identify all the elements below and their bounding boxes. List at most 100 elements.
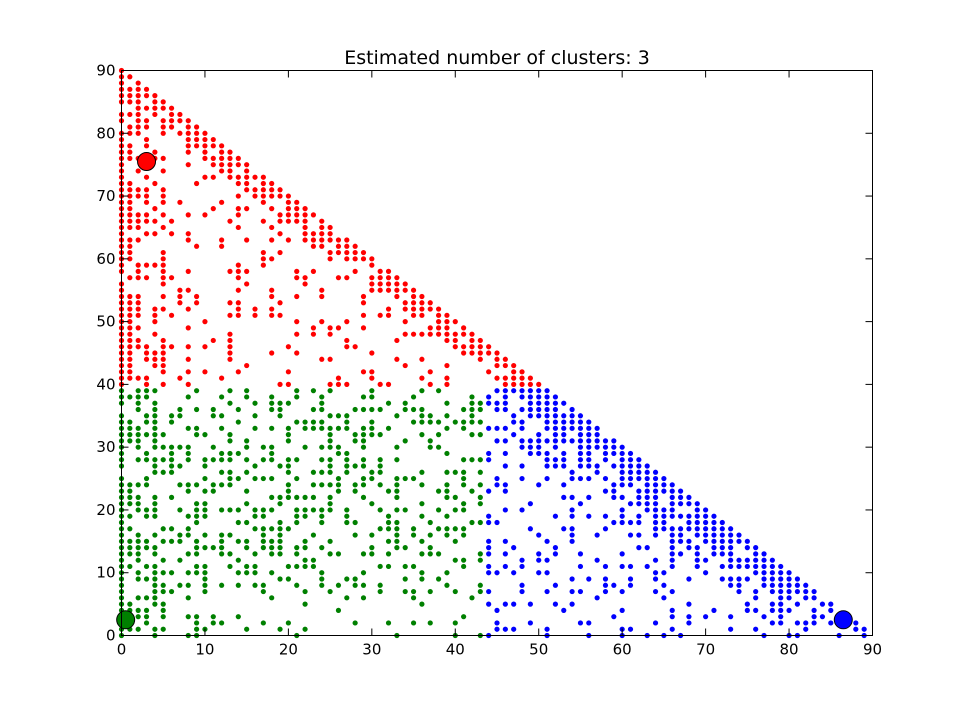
data-point (569, 538, 575, 544)
data-point (410, 620, 417, 626)
data-point (335, 607, 342, 613)
data-point (344, 595, 350, 601)
data-point (594, 557, 600, 563)
data-point (369, 275, 375, 281)
data-point (310, 557, 317, 563)
data-point (360, 444, 367, 450)
data-point (527, 450, 533, 457)
data-point (327, 469, 333, 475)
data-point (394, 482, 400, 488)
data-point (552, 457, 559, 463)
data-point (135, 268, 141, 274)
data-point (619, 507, 625, 513)
data-point (227, 507, 233, 513)
data-point (360, 256, 367, 262)
data-point (310, 507, 317, 513)
data-point (627, 576, 634, 582)
data-point (285, 218, 291, 224)
data-point (227, 450, 233, 457)
data-point (244, 457, 250, 463)
data-point (294, 582, 300, 588)
data-point (569, 475, 575, 482)
data-point (552, 545, 559, 551)
data-point (494, 519, 500, 526)
data-point (194, 300, 200, 306)
data-point (661, 519, 667, 526)
data-point (143, 482, 150, 488)
data-point (402, 281, 408, 287)
data-point (135, 187, 141, 193)
data-point (486, 425, 492, 431)
data-point (244, 469, 250, 475)
data-point (703, 570, 709, 576)
data-point (194, 130, 200, 136)
data-point (194, 501, 200, 507)
data-point (219, 551, 225, 557)
data-point (127, 124, 133, 130)
data-point (527, 394, 533, 400)
data-point (202, 501, 208, 507)
data-point (194, 180, 200, 187)
data-point (152, 206, 158, 212)
data-point (143, 124, 150, 130)
data-point (394, 475, 400, 482)
data-point (269, 595, 275, 601)
data-point (719, 545, 725, 551)
data-point (828, 620, 834, 626)
data-point (402, 331, 408, 337)
data-point (494, 362, 500, 369)
data-point (160, 268, 166, 274)
data-point (260, 582, 266, 588)
cluster-center-marker (833, 610, 853, 630)
data-point (486, 519, 492, 526)
data-point (502, 488, 508, 494)
data-point (252, 582, 258, 588)
data-point (636, 494, 642, 500)
data-point (352, 406, 358, 413)
data-point (569, 406, 575, 413)
data-point (252, 526, 258, 532)
data-point (327, 388, 333, 394)
data-point (143, 475, 150, 482)
data-point (135, 388, 141, 394)
data-point (235, 614, 241, 620)
data-point (728, 557, 734, 563)
data-point (143, 344, 150, 350)
data-point (160, 350, 166, 356)
data-point (477, 494, 483, 500)
data-point (728, 526, 734, 532)
data-point (477, 356, 483, 362)
data-point (669, 494, 675, 500)
data-point (235, 538, 241, 544)
data-point (811, 614, 817, 620)
data-point (511, 369, 517, 375)
data-point (135, 130, 141, 136)
data-point (477, 432, 483, 438)
data-point (310, 268, 317, 274)
data-point (135, 105, 141, 111)
data-point (527, 388, 533, 394)
data-point (227, 312, 233, 318)
data-point (143, 356, 150, 362)
data-point (177, 482, 183, 488)
data-point (252, 463, 258, 469)
data-point (235, 224, 241, 231)
data-point (344, 457, 350, 463)
data-point (210, 206, 216, 212)
data-point (235, 275, 241, 281)
data-point (444, 375, 450, 381)
data-point (711, 551, 717, 557)
data-point (277, 463, 283, 469)
data-point (244, 519, 250, 526)
data-point (152, 111, 158, 118)
data-point (227, 469, 233, 475)
data-point (135, 312, 141, 318)
data-point (285, 400, 291, 406)
data-point (335, 249, 342, 256)
data-point (594, 532, 600, 538)
data-point (377, 281, 383, 287)
data-point (369, 419, 375, 425)
data-point (711, 513, 717, 519)
data-point (202, 457, 208, 463)
data-point (394, 532, 400, 538)
